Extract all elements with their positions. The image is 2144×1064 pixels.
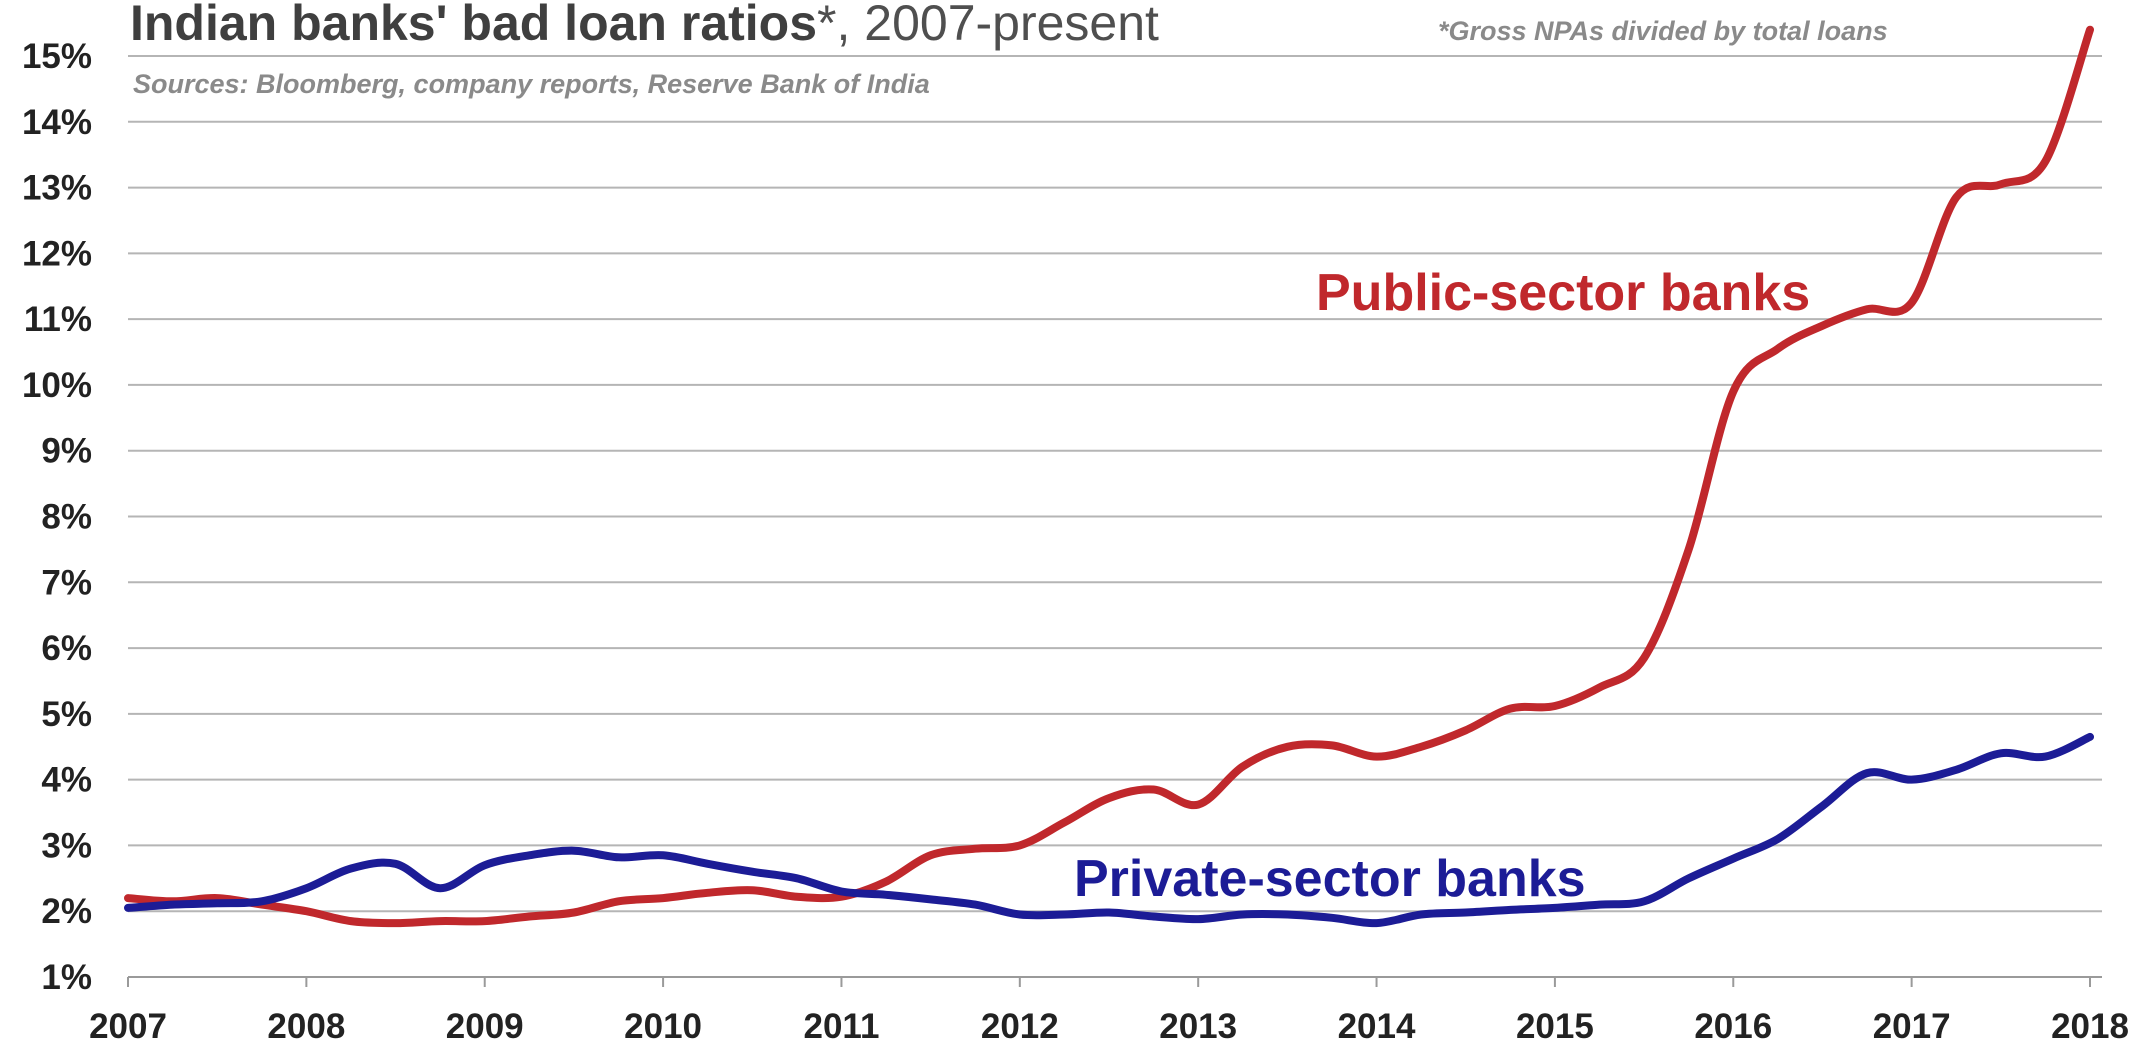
x-tick-label: 2015 (1516, 1007, 1594, 1046)
series-label-public-sector-banks: Public-sector banks (1316, 264, 1810, 322)
x-tick-label: 2009 (446, 1007, 524, 1046)
chart-title-main: Indian banks' bad loan ratios (130, 0, 817, 51)
x-tick-label: 2007 (89, 1007, 167, 1046)
x-tick-label: 2014 (1338, 1007, 1416, 1046)
header-layer: Indian banks' bad loan ratios*, 2007-pre… (130, 0, 1888, 99)
y-tick-label: 12% (22, 234, 92, 273)
x-tick-label: 2012 (981, 1007, 1059, 1046)
grid-layer (128, 55, 2102, 913)
series-layer (124, 25, 2094, 928)
series-line-private-sector-banks (124, 732, 2094, 928)
series-label-private-sector-banks: Private-sector banks (1074, 850, 1586, 908)
x-tick-label: 2011 (803, 1007, 879, 1046)
axis-layer: 1% 2% 3% 4% 5% 6% 7% 8% 9% 10% 11% 12% 13% 14% 15% 2007… (22, 37, 2129, 1046)
chart-title: Indian banks' bad loan ratios*, 2007-pre… (130, 0, 1159, 51)
x-tick-label: 2016 (1694, 1007, 1772, 1046)
y-tick-label: 5% (41, 695, 92, 734)
y-tick-label: 4% (41, 761, 92, 800)
y-tick-label: 15% (22, 37, 92, 76)
y-tick-label: 1% (41, 958, 92, 997)
y-tick-label: 9% (41, 432, 92, 471)
chart-source: Sources: Bloomberg, company reports, Res… (133, 69, 930, 99)
y-tick-label: 3% (41, 826, 92, 865)
x-tick-label: 2017 (1873, 1007, 1951, 1046)
x-tick-label: 2013 (1159, 1007, 1237, 1046)
chart-title-suffix: , 2007-present (836, 0, 1159, 51)
y-tick-label: 11% (24, 300, 92, 339)
y-tick-label: 13% (22, 169, 92, 208)
x-tick-label: 2008 (267, 1007, 345, 1046)
chart-title-asterisk: * (817, 0, 836, 51)
y-tick-label: 6% (41, 629, 92, 668)
y-tick-label: 14% (22, 103, 92, 142)
y-tick-label: 2% (41, 892, 92, 931)
y-tick-label: 10% (22, 366, 92, 405)
chart-footnote: *Gross NPAs divided by total loans (1438, 16, 1888, 46)
label-layer: Public-sector banks Private-sector banks (1074, 264, 1810, 908)
y-tick-label: 8% (41, 498, 92, 537)
series-line-public-sector-banks (124, 25, 2094, 928)
y-tick-label: 7% (41, 563, 92, 602)
x-tick-label: 2018 (2051, 1007, 2129, 1046)
x-tick-label: 2010 (624, 1007, 702, 1046)
